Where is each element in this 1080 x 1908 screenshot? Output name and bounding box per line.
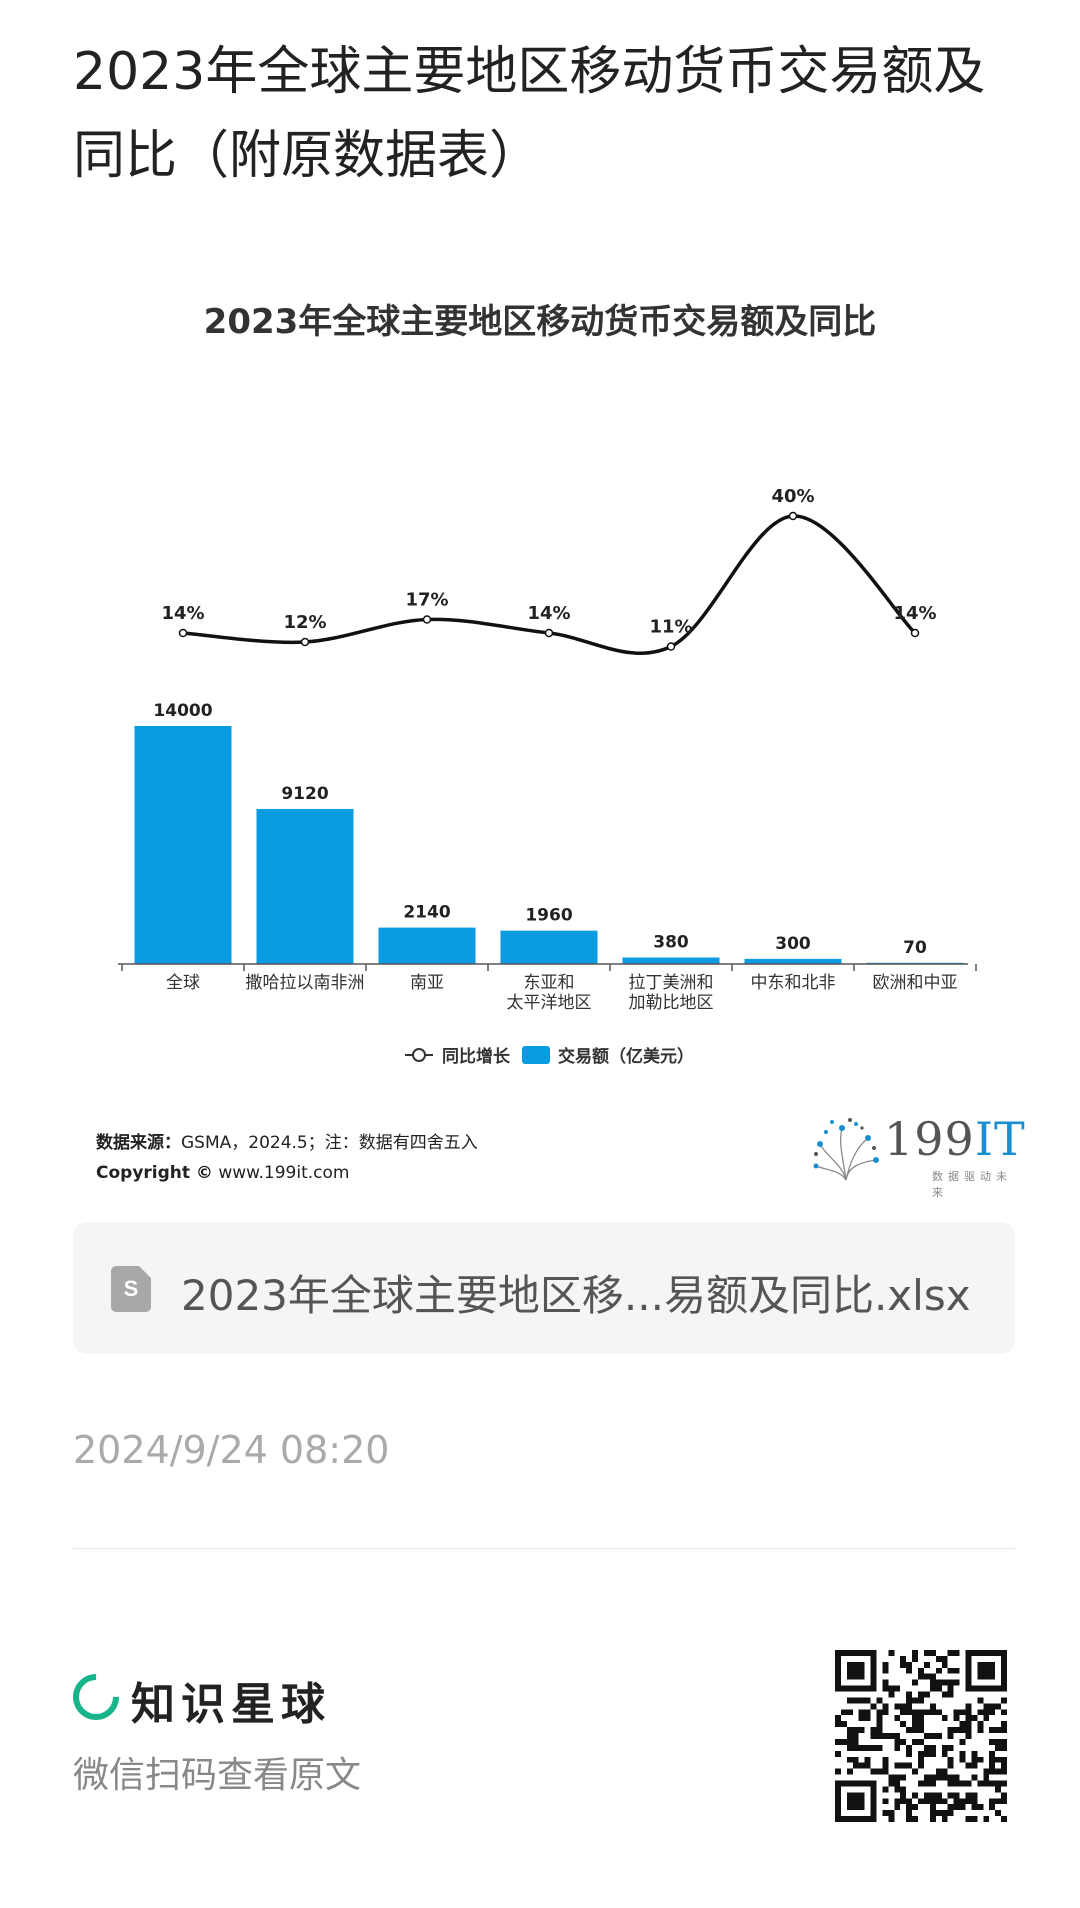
legend-bar-swatch [522,1046,550,1064]
post-timestamp: 2024/9/24 08:20 [73,1428,390,1472]
legend-line-label: 同比增长 [442,1046,511,1067]
divider [73,1548,1015,1549]
chart: 2023年全球主要地区移动货币交易额及同比 14000 9120 2140 1960 3… [118,302,977,1067]
tick-group [121,964,977,971]
bar-value-label: 14000 [153,701,212,721]
yoy-value-label: 14% [527,603,570,624]
x-tick-label: 欧洲和中亚 [873,973,958,993]
yoy-label-group: 14% 12% 17% 14% 11% 40% 14% [161,486,936,638]
x-tick-label: 东亚和 [524,973,575,993]
bar [256,808,354,964]
legend-line-marker [412,1048,426,1062]
brand-ring-icon [63,1664,129,1730]
source-label: 数据来源： [96,1133,181,1153]
bar [378,927,476,964]
qr-code-icon[interactable] [835,1650,1007,1822]
yoy-point [544,628,554,638]
bar-value-label: 70 [903,938,927,958]
bar-value-label: 2140 [403,903,450,923]
logo-199it: 199IT 数据驱动未来 [812,1112,1025,1199]
brand-name: 知识星球 [131,1679,331,1730]
x-tick-label: 太平洋地区 [507,993,592,1013]
copyright-label: Copyright © [96,1163,213,1183]
bar-value-label: 300 [775,934,811,954]
yoy-value-label: 14% [893,603,936,624]
source-text: GSMA，2024.5；注：数据有四舍五入 [181,1133,478,1153]
legend: 同比增长 交易额（亿美元） [405,1046,694,1067]
attachment-filename[interactable]: 2023年全球主要地区移...易额及同比.xlsx [181,1271,971,1320]
logo-mark-icon [813,1118,879,1181]
logo-tagline: 数据驱动未来 [932,1170,1012,1199]
yoy-value-label: 12% [283,612,326,633]
x-tick-label: 南亚 [410,973,444,993]
bar-value-label: 380 [653,933,689,953]
x-tick-label: 拉丁美洲和 [629,973,714,993]
yoy-point [788,511,798,521]
bar-value-label: 1960 [525,906,572,926]
yoy-point [910,628,920,638]
yoy-value-label: 17% [405,590,448,611]
x-tick-label: 全球 [166,973,200,993]
yoy-value-label: 40% [771,486,814,507]
x-tick-label: 加勒比地区 [629,993,714,1013]
bar [744,958,842,964]
yoy-point [300,637,310,647]
yoy-point-group [178,511,920,651]
bar [134,726,232,964]
yoy-value-label: 14% [161,603,204,624]
x-tick-label: 中东和北非 [751,973,836,993]
yoy-point [178,628,188,638]
yoy-point [666,642,676,651]
yoy-point [422,615,432,624]
bar-value-label: 9120 [281,784,328,804]
bar-label-group: 14000 9120 2140 1960 380 300 70 [153,701,927,958]
chart-title: 2023年全球主要地区移动货币交易额及同比 [204,302,877,342]
copyright-url: www.199it.com [218,1163,350,1183]
bar-group [134,726,964,965]
legend-bar-label: 交易额（亿美元） [558,1046,694,1067]
bar [500,930,598,964]
x-tick-label: 撒哈拉以南非洲 [246,973,365,993]
bar [622,957,720,964]
page-title: 2023年全球主要地区移动货币交易额及同比（附原数据表） [73,42,986,186]
logo-wordmark: 199IT [884,1112,1026,1166]
scan-hint: 微信扫码查看原文 [73,1755,362,1796]
attachment-card[interactable]: S 2023年全球主要地区移...易额及同比.xlsx [73,1222,1015,1354]
yoy-value-label: 11% [649,617,692,638]
spreadsheet-icon: S [111,1266,151,1312]
source-note: 数据来源：GSMA，2024.5；注：数据有四舍五入 Copyright © w… [96,1128,478,1188]
